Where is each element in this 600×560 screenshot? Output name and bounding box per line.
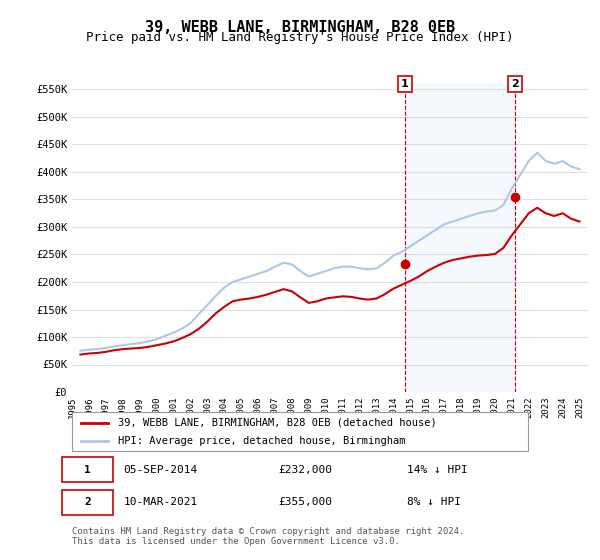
FancyBboxPatch shape [62, 457, 113, 482]
Text: 39, WEBB LANE, BIRMINGHAM, B28 0EB (detached house): 39, WEBB LANE, BIRMINGHAM, B28 0EB (deta… [118, 418, 436, 428]
Text: Price paid vs. HM Land Registry's House Price Index (HPI): Price paid vs. HM Land Registry's House … [86, 31, 514, 44]
Text: 1: 1 [401, 79, 409, 89]
Text: HPI: Average price, detached house, Birmingham: HPI: Average price, detached house, Birm… [118, 436, 405, 446]
FancyBboxPatch shape [62, 490, 113, 515]
Text: 39, WEBB LANE, BIRMINGHAM, B28 0EB: 39, WEBB LANE, BIRMINGHAM, B28 0EB [145, 20, 455, 35]
FancyBboxPatch shape [72, 412, 528, 451]
Text: 05-SEP-2014: 05-SEP-2014 [124, 465, 198, 475]
Text: £232,000: £232,000 [278, 465, 332, 475]
Bar [405, 84, 515, 392]
Text: 2: 2 [84, 497, 91, 507]
Text: 1: 1 [84, 465, 91, 475]
Text: Contains HM Land Registry data © Crown copyright and database right 2024.
This d: Contains HM Land Registry data © Crown c… [72, 526, 464, 546]
Text: 2: 2 [511, 79, 519, 89]
Text: 14% ↓ HPI: 14% ↓ HPI [407, 465, 468, 475]
Text: £355,000: £355,000 [278, 497, 332, 507]
Text: 10-MAR-2021: 10-MAR-2021 [124, 497, 198, 507]
Text: 8% ↓ HPI: 8% ↓ HPI [407, 497, 461, 507]
